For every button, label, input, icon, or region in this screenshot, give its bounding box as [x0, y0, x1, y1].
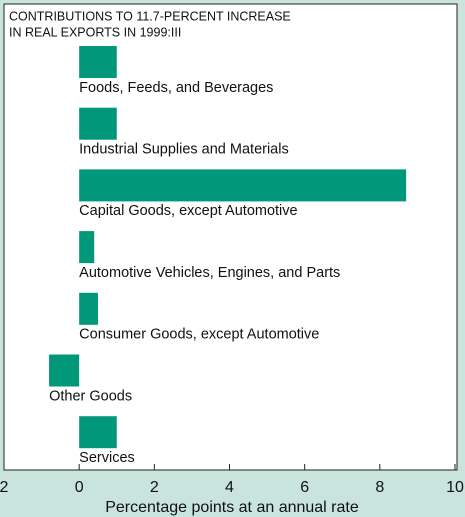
- bar: [79, 231, 95, 264]
- category-label: Capital Goods, except Automotive: [79, 203, 297, 219]
- x-axis-label: Percentage points at an annual rate: [105, 499, 359, 516]
- category-label: Automotive Vehicles, Engines, and Parts: [79, 265, 340, 281]
- x-tick-label: 2: [0, 479, 9, 496]
- bar: [79, 169, 407, 202]
- category-label: Services: [79, 450, 135, 466]
- category-label: Consumer Goods, except Automotive: [79, 327, 319, 343]
- x-tick-label: 2: [150, 479, 159, 496]
- bar: [79, 107, 117, 140]
- x-tick-label: 0: [75, 479, 84, 496]
- category-label: Foods, Feeds, and Beverages: [79, 80, 273, 96]
- category-label: Industrial Supplies and Materials: [79, 142, 289, 158]
- bar: [79, 292, 98, 325]
- category-label: Other Goods: [49, 388, 132, 404]
- bar: [79, 416, 117, 449]
- bar: [49, 354, 80, 387]
- chart-title: IN REAL EXPORTS IN 1999:III: [9, 25, 181, 39]
- x-tick-label: 6: [300, 479, 309, 496]
- chart-title: CONTRIBUTIONS TO 11.7-PERCENT INCREASE: [9, 9, 291, 23]
- x-tick-label: 4: [225, 479, 234, 496]
- x-tick-label: 8: [375, 479, 384, 496]
- x-tick-label: 10: [446, 479, 464, 496]
- bar: [79, 46, 117, 78]
